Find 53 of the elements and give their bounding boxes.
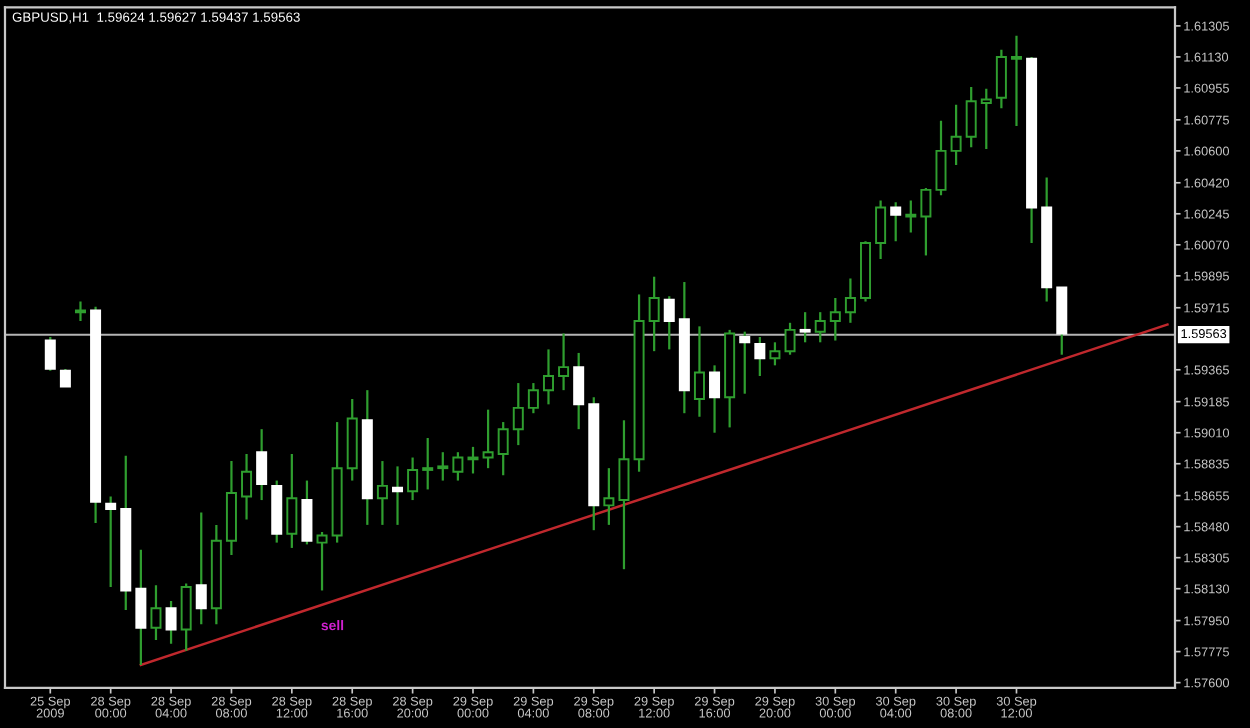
- candlestick: [105, 495, 117, 589]
- candlestick: [784, 321, 796, 356]
- candlestick: [890, 201, 902, 243]
- candlestick: [482, 408, 494, 470]
- candlestick: [769, 341, 781, 367]
- candlestick: [965, 85, 977, 149]
- candlestick: [739, 330, 751, 395]
- candlestick: [663, 295, 675, 351]
- candlestick: [437, 451, 449, 482]
- candlestick: [452, 451, 464, 482]
- candlestick: [256, 428, 268, 502]
- candlestick: [603, 467, 615, 526]
- candlestick: [271, 479, 283, 544]
- candlestick: [497, 420, 509, 477]
- candlestick: [165, 599, 177, 645]
- candlestick: [754, 335, 766, 378]
- candlestick: [376, 459, 388, 526]
- candlestick: [693, 325, 705, 418]
- candlestick: [286, 452, 298, 550]
- candlestick: [829, 296, 841, 342]
- candlestick: [573, 351, 585, 431]
- candlestick: [935, 119, 947, 197]
- candlestick: [1010, 34, 1022, 128]
- candlestick: [422, 436, 434, 491]
- candlestick: [542, 348, 554, 406]
- candlestick: [920, 186, 932, 257]
- candlestick: [407, 456, 419, 502]
- candlestick: [150, 584, 162, 642]
- candlestick: [195, 511, 207, 626]
- candlestick: [995, 48, 1007, 110]
- candlestick: [1056, 286, 1068, 356]
- candlestick: [392, 465, 404, 526]
- candlestick: [180, 582, 192, 652]
- candlestick: [618, 419, 630, 571]
- candlestick: [814, 311, 826, 344]
- candlestick: [799, 311, 811, 344]
- candlestick: [241, 452, 253, 521]
- candlestick: [316, 530, 328, 592]
- candlestick: [709, 364, 721, 434]
- candlestick: [135, 548, 147, 667]
- candlestick: [527, 381, 539, 415]
- candlestick: [225, 459, 237, 557]
- candlestick: [875, 199, 887, 261]
- candlestick: [44, 335, 56, 372]
- candlestick: [558, 332, 570, 392]
- candlestick: [844, 277, 856, 324]
- candlestick: [74, 300, 86, 323]
- candlestick: [512, 381, 524, 447]
- candlestick: [980, 87, 992, 151]
- candlestick: [467, 445, 479, 475]
- candlestick: [301, 479, 313, 546]
- candlestick: [950, 103, 962, 167]
- candlestick: [648, 275, 660, 353]
